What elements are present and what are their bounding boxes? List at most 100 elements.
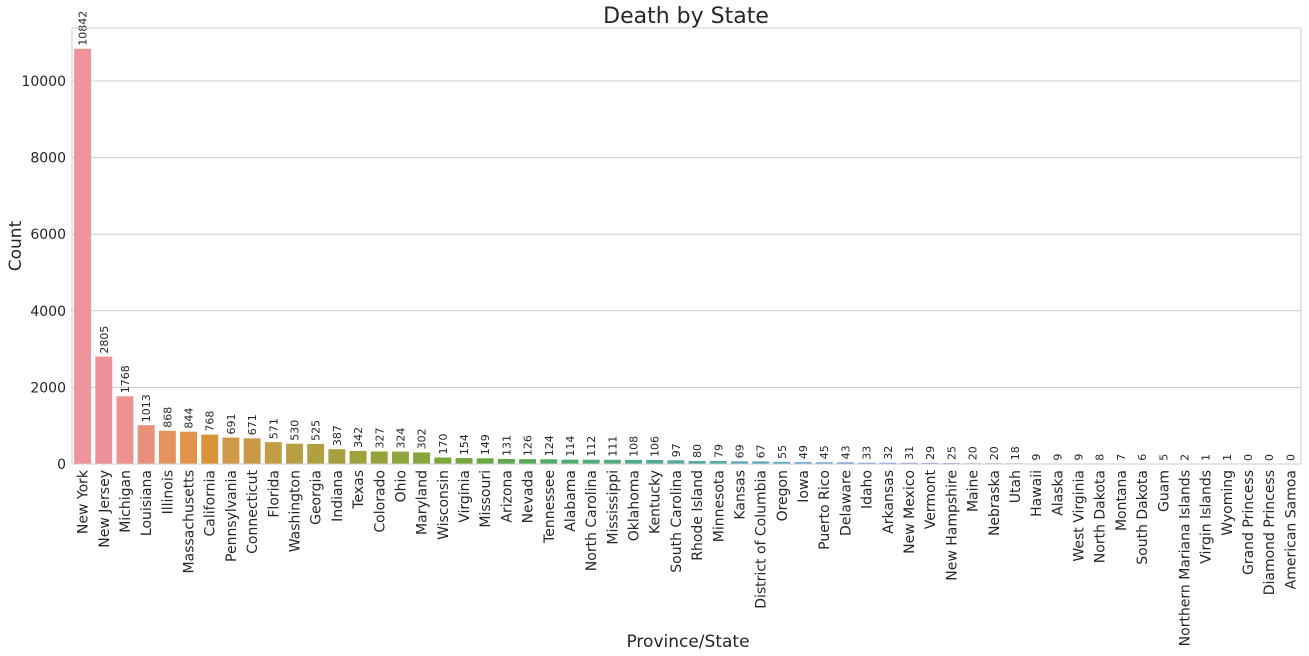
bar-value-label: 2: [1178, 454, 1191, 461]
bar-value-label: 20: [967, 446, 980, 460]
x-tick-label: Nebraska: [987, 470, 1003, 536]
bar-value-label: 1: [1200, 454, 1213, 461]
x-tick-label: Oregon: [775, 470, 791, 521]
bar: [773, 461, 791, 464]
y-tick-label: 4000: [30, 304, 66, 320]
x-tick-label: Colorado: [372, 470, 388, 533]
x-tick-label: South Dakota: [1135, 470, 1151, 565]
bars: [74, 48, 1236, 464]
bar: [286, 443, 303, 464]
x-tick-label: Georgia: [309, 470, 325, 525]
x-tick-label: Northern Mariana Islands: [1177, 470, 1193, 646]
x-tick-label: Indiana: [330, 470, 346, 522]
x-tick-label: Illinois: [160, 470, 176, 514]
bar-value-label: 324: [394, 428, 407, 449]
bar: [222, 437, 240, 464]
x-tick-label: Michigan: [118, 470, 134, 533]
bar-value-label: 108: [628, 436, 641, 457]
bar: [667, 460, 685, 464]
bar-value-label: 5: [1157, 454, 1170, 461]
bar-value-label: 25: [945, 446, 958, 460]
x-tick-label: Arizona: [499, 470, 515, 523]
x-tick-label: Alabama: [563, 470, 579, 532]
bar-value-label: 9: [1073, 454, 1086, 461]
bar: [794, 462, 812, 464]
bar-value-label: 49: [797, 445, 810, 459]
bar-value-label: 112: [585, 436, 598, 457]
y-tick-label: 10000: [21, 74, 66, 90]
bar-value-label: 55: [776, 445, 789, 459]
x-tick-label: Puerto Rico: [817, 470, 833, 550]
bar-value-label: 868: [161, 407, 174, 428]
bar: [370, 451, 388, 464]
x-tick-label: New Mexico: [902, 470, 918, 554]
y-axis-ticks: 0 2000 4000 6000 8000 10000: [21, 74, 66, 473]
x-tick-label: Arkansas: [881, 470, 897, 534]
bar: [391, 451, 409, 464]
bar: [815, 462, 833, 464]
bar: [95, 356, 113, 464]
bar-value-label: 0: [1284, 454, 1297, 461]
x-tick-label: District of Columbia: [754, 470, 770, 609]
bar: [116, 396, 134, 464]
bar-value-label: 33: [861, 446, 874, 460]
x-axis-ticks: New York New Jersey Michigan Louisiana Illin…: [76, 469, 1300, 646]
bar-value-label: 43: [839, 445, 852, 459]
bar-value-label: 7: [1115, 454, 1128, 461]
bar-value-label: 0: [1263, 454, 1276, 461]
bar: [201, 434, 219, 464]
x-tick-label: Pennsylvania: [224, 470, 240, 562]
bar-value-label: 844: [183, 408, 196, 429]
bar: [582, 459, 600, 464]
x-tick-label: Washington: [287, 470, 303, 552]
x-tick-label: Minnesota: [711, 470, 727, 542]
bar-value-label: 131: [500, 435, 513, 456]
bar: [603, 459, 621, 464]
x-axis-label: Province/State: [626, 632, 749, 652]
x-tick-label: American Samoa: [1283, 470, 1299, 589]
x-tick-label: Idaho: [860, 470, 876, 509]
y-tick-label: 6000: [30, 227, 66, 243]
bar: [264, 442, 282, 464]
x-tick-label: Connecticut: [245, 469, 261, 553]
bar: [243, 438, 261, 464]
bar-value-label: 2805: [98, 326, 111, 354]
x-tick-label: Virginia: [457, 470, 473, 523]
bar-value-label: 170: [437, 433, 450, 454]
bar: [709, 460, 727, 464]
bar: [328, 449, 346, 464]
bar: [646, 459, 664, 464]
bar-value-label: 111: [606, 436, 619, 457]
bar-value-label: 80: [691, 444, 704, 458]
bar-value-label: 67: [755, 444, 768, 458]
x-tick-label: Vermont: [923, 469, 939, 529]
bar: [730, 461, 748, 464]
x-tick-label: Massachusetts: [182, 470, 198, 573]
x-tick-label: Kentucky: [648, 470, 664, 534]
x-tick-label: West Virginia: [1072, 470, 1088, 562]
bar-value-label: 124: [543, 435, 556, 456]
bar-value-label: 18: [1009, 446, 1022, 460]
x-tick-label: Wyoming: [1220, 470, 1236, 536]
bar-value-label: 530: [288, 420, 301, 441]
bar-value-label: 45: [818, 445, 831, 459]
x-tick-label: New Hampshire: [944, 470, 960, 581]
bar-value-label: 106: [649, 436, 662, 457]
y-tick-label: 2000: [30, 380, 66, 396]
bar: [900, 462, 918, 464]
bar-value-label: 69: [733, 444, 746, 458]
bar-value-label: 8: [1094, 454, 1107, 461]
bar: [413, 452, 431, 464]
x-tick-label: Alaska: [1050, 470, 1066, 516]
x-tick-label: Kansas: [732, 470, 748, 520]
bar-value-label: 32: [882, 446, 895, 460]
chart-title: Death by State: [603, 4, 769, 29]
bar: [349, 450, 367, 464]
bar: [752, 461, 770, 464]
bar: [74, 48, 92, 464]
x-tick-label: North Dakota: [1093, 470, 1109, 563]
x-tick-label: Ohio: [393, 470, 409, 502]
bar: [434, 457, 452, 464]
bar: [476, 458, 494, 464]
x-tick-label: South Carolina: [669, 470, 685, 573]
